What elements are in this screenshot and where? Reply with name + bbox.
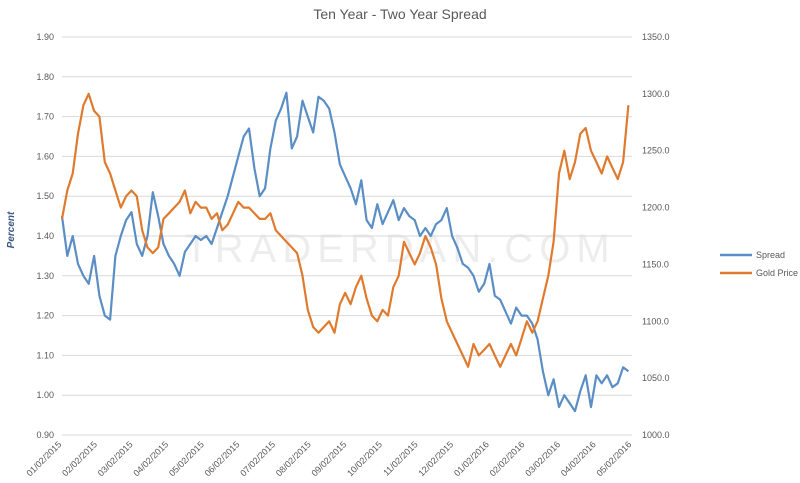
- right-tick-label: 1100.0: [642, 316, 669, 326]
- x-tick-label: 10/02/2015: [345, 439, 384, 478]
- left-tick-label: 1.50: [36, 191, 54, 201]
- left-tick-label: 1.60: [36, 151, 54, 161]
- legend: Spread Gold Price: [720, 250, 798, 278]
- legend-label-spread: Spread: [756, 250, 785, 260]
- right-tick-label: 1200.0: [642, 203, 670, 213]
- right-tick-label: 1300.0: [642, 89, 670, 99]
- x-tick-label: 11/02/2015: [381, 439, 419, 477]
- watermark-text: TRADERDAN.COM: [184, 227, 615, 271]
- right-tick-label: 1050.0: [642, 373, 670, 383]
- left-tick-label: 0.90: [36, 430, 54, 440]
- x-tick-label: 08/02/2015: [274, 439, 313, 478]
- x-tick-label: 12/02/2015: [416, 439, 455, 478]
- left-tick-label: 1.40: [36, 231, 54, 241]
- left-tick-label: 1.00: [36, 390, 54, 400]
- left-tick-label: 1.70: [36, 112, 54, 122]
- right-tick-label: 1000.0: [642, 430, 670, 440]
- x-tick-label: 06/02/2015: [203, 439, 242, 478]
- series-line-gold-price: [60, 92, 630, 368]
- x-tick-label: 02/02/2015: [60, 439, 99, 478]
- legend-label-gold-price: Gold Price: [756, 268, 798, 278]
- x-tick-label: 09/02/2015: [309, 439, 348, 478]
- right-tick-labels: 1000.0 1050.0 1100.0 1150.0 1200.0 1250.0 1300…: [642, 32, 670, 440]
- right-tick-label: 1350.0: [642, 32, 670, 42]
- x-tick-label: 03/02/2016: [523, 439, 562, 478]
- left-tick-label: 1.90: [36, 32, 54, 42]
- grid-layer: [62, 36, 632, 436]
- series-layer: [60, 91, 630, 413]
- left-tick-label: 1.20: [36, 311, 54, 321]
- x-tick-label: 01/02/2016: [452, 439, 491, 478]
- x-tick-labels: 01/02/201502/02/201503/02/201504/02/2015…: [24, 439, 633, 478]
- left-tick-label: 1.80: [36, 72, 54, 82]
- x-tick-label: 03/02/2015: [96, 439, 135, 478]
- x-tick-label: 02/02/2016: [488, 439, 527, 478]
- x-tick-label: 05/02/2016: [594, 439, 633, 478]
- x-tick-label: 05/02/2015: [167, 439, 206, 478]
- left-tick-labels: 0.90 1.00 1.10 1.20 1.30 1.40 1.50 1.60 1.70 1.80…: [36, 32, 54, 440]
- right-tick-label: 1150.0: [642, 259, 669, 269]
- chart-title: Ten Year - Two Year Spread: [313, 6, 486, 22]
- y-axis-label: Percent: [6, 211, 17, 248]
- right-tick-label: 1250.0: [642, 146, 670, 156]
- left-tick-label: 1.10: [36, 350, 54, 360]
- x-tick-label: 04/02/2015: [131, 439, 170, 478]
- x-tick-label: 07/02/2015: [238, 439, 277, 478]
- x-tick-label: 01/02/2015: [24, 439, 63, 478]
- left-tick-label: 1.30: [36, 271, 54, 281]
- x-tick-label: 04/02/2016: [559, 439, 598, 478]
